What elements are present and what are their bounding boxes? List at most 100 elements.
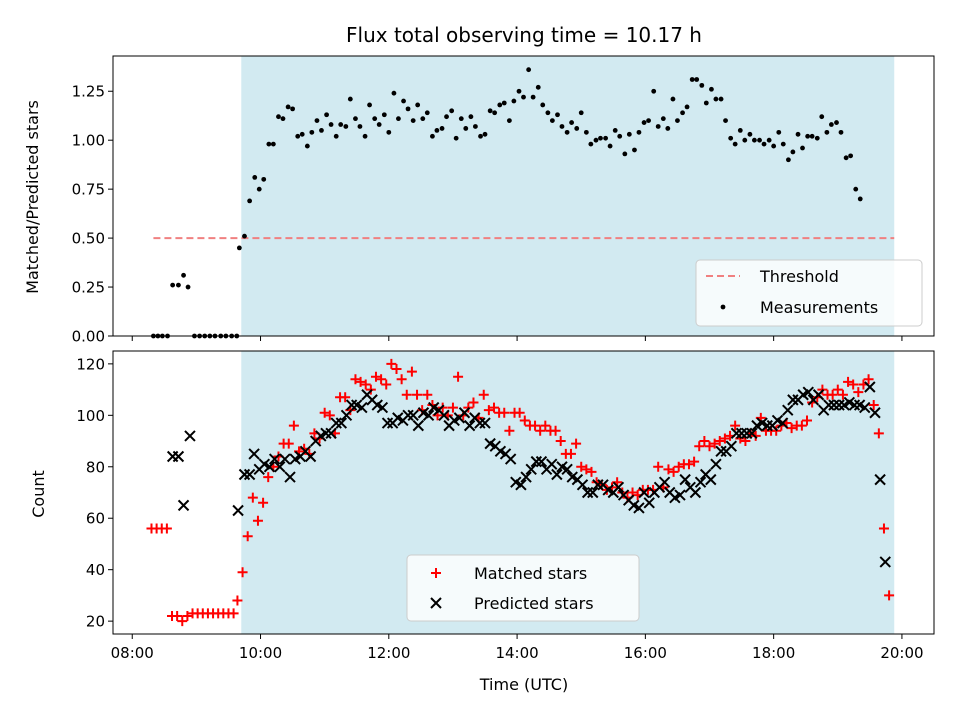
predicted-star-point — [304, 450, 317, 463]
matched-star-point — [391, 364, 402, 375]
y-tick-label: 100 — [76, 407, 105, 425]
measurement-point — [185, 284, 191, 290]
matched-star-point — [878, 523, 889, 534]
measurement-point — [497, 102, 503, 108]
measurement-point — [535, 84, 541, 90]
measurement-point — [857, 196, 863, 202]
measurement-point — [381, 112, 387, 118]
measurement-point — [732, 141, 738, 147]
legend-measurement-label: Measurements — [760, 298, 878, 317]
measurement-point — [256, 186, 262, 192]
matched-star-point — [555, 436, 566, 447]
matched-star-point — [848, 379, 859, 390]
predicted-star-point — [340, 409, 353, 422]
legend-threshold-label: Threshold — [759, 267, 839, 286]
measurement-point — [828, 122, 834, 127]
predicted-star-point — [633, 502, 645, 514]
y-tick-label: 80 — [86, 458, 105, 476]
measurement-point — [324, 112, 329, 118]
y-tick-label: 1.25 — [72, 83, 105, 101]
measurement-point — [511, 98, 517, 104]
x-tick-label: 20:00 — [880, 644, 923, 662]
predicted-star-point — [525, 463, 537, 476]
matched-star-point — [422, 389, 433, 400]
ratio-legend: Threshold Measurements — [695, 259, 923, 327]
predicted-star-point — [869, 407, 881, 419]
measurement-point — [752, 137, 757, 143]
matched-star-point — [540, 420, 551, 431]
predicted-star-point — [325, 427, 337, 440]
predicted-star-point — [274, 461, 286, 473]
predicted-star-point — [546, 458, 558, 470]
measurement-point — [607, 143, 613, 149]
measurement-point — [362, 133, 368, 139]
y-tick-label: 0.25 — [72, 279, 105, 297]
measurement-points — [151, 67, 863, 339]
measurement-point — [333, 133, 339, 139]
measurement-point — [280, 116, 286, 122]
predicted-star-point — [735, 427, 748, 440]
x-tick-label: 12:00 — [367, 644, 410, 662]
measurement-point — [636, 129, 642, 135]
predicted-star-point — [530, 455, 543, 468]
x-axis-label: Time (UTC) — [479, 675, 568, 694]
measurement-point — [420, 116, 426, 122]
matched-star-point — [381, 379, 392, 390]
measurement-point — [718, 96, 724, 102]
count-y-axis-label: Count — [29, 470, 48, 518]
measurement-point — [521, 94, 526, 100]
legend-matched-swatch — [431, 568, 441, 578]
measurement-point — [501, 100, 507, 106]
measurement-point — [651, 88, 657, 94]
predicted-star-point — [335, 417, 348, 429]
predicted-star-point — [823, 399, 835, 411]
matched-star-point — [161, 523, 172, 534]
matched-star-point — [709, 438, 720, 449]
x-tick-label: 16:00 — [624, 644, 667, 662]
matched-star-point — [832, 384, 843, 395]
predicted-star-point — [407, 409, 419, 422]
measurement-point — [786, 157, 791, 163]
predicted-star-point — [520, 471, 532, 483]
matched-star-point — [237, 567, 248, 578]
predicted-star-point — [561, 463, 573, 476]
measurement-point — [689, 77, 695, 82]
measurement-point — [367, 102, 372, 108]
matched-star-point — [242, 531, 253, 542]
matched-star-point — [401, 389, 412, 400]
predicted-star-point — [422, 409, 435, 422]
legend-matched-label: Matched stars — [474, 564, 587, 583]
measurement-point — [709, 86, 714, 92]
measurement-point — [328, 122, 334, 127]
matched-star-point — [258, 497, 269, 508]
measurement-point — [703, 100, 709, 106]
measurement-point — [181, 272, 186, 278]
predicted-star-point — [184, 430, 196, 442]
measurement-point — [742, 137, 748, 143]
matched-star-point — [483, 405, 494, 416]
measurement-point — [338, 122, 344, 127]
measurement-point — [598, 135, 603, 141]
measurement-point — [545, 110, 551, 116]
measurement-point — [290, 106, 295, 112]
matched-star-point — [324, 410, 335, 421]
measurement-point — [295, 133, 301, 139]
measurement-point — [641, 120, 647, 125]
matched-star-point — [232, 595, 243, 606]
matched-star-point — [576, 461, 587, 472]
measurement-point — [401, 98, 406, 104]
matched-star-point — [853, 387, 864, 398]
matched-star-point — [283, 438, 294, 449]
predicted-star-point — [776, 417, 789, 429]
measurement-point — [655, 124, 661, 129]
predicted-star-point — [576, 479, 589, 491]
matched-star-point — [884, 590, 895, 601]
measurement-point — [790, 149, 796, 155]
measurement-point — [343, 124, 349, 129]
measurement-point — [261, 176, 267, 182]
matched-star-point — [263, 472, 274, 483]
predicted-star-point — [787, 394, 799, 406]
matched-star-point — [499, 407, 510, 418]
measurement-point — [506, 118, 512, 124]
measurement-point — [603, 135, 608, 141]
